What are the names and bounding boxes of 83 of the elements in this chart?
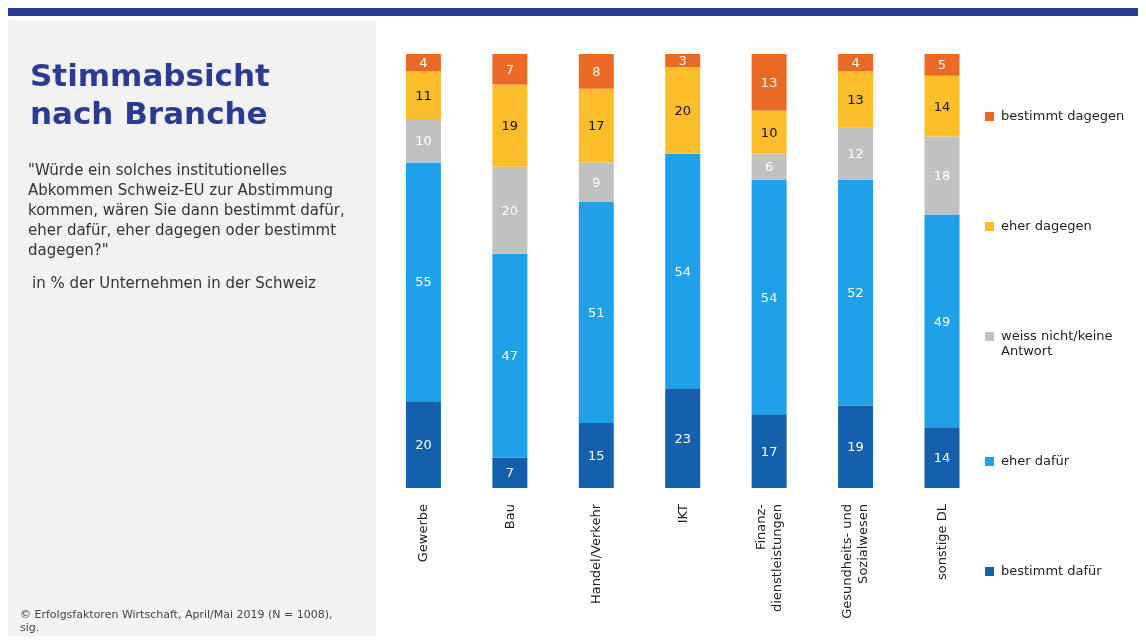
bar — [578, 162, 614, 202]
data-label: 14 — [933, 98, 951, 114]
data-label: 17 — [760, 443, 778, 459]
data-label: 12 — [847, 146, 864, 162]
bar — [924, 214, 960, 428]
legend-label: weiss nicht/keine Antwort — [1001, 328, 1114, 358]
bar — [838, 405, 874, 488]
bar — [492, 253, 528, 458]
bar — [838, 127, 874, 180]
data-label: 54 — [674, 263, 691, 279]
data-label: 3 — [678, 53, 687, 69]
data-label: 10 — [415, 133, 432, 149]
bar — [665, 67, 701, 154]
data-label: 20 — [501, 202, 519, 218]
legend-label: eher dafür — [1001, 453, 1070, 468]
x-tick-label: IKT — [674, 503, 690, 524]
data-label: 9 — [592, 174, 601, 190]
data-label: 23 — [674, 430, 691, 446]
bar — [405, 401, 441, 488]
x-tick-label: sonstige DL — [933, 503, 949, 581]
data-label: 18 — [933, 168, 951, 184]
data-label: 7 — [505, 61, 514, 77]
x-tick-label: Handel/Verkehr — [588, 503, 604, 605]
bar — [492, 54, 528, 85]
data-label: 14 — [933, 450, 951, 466]
bar — [924, 54, 960, 76]
data-label: 20 — [674, 103, 691, 119]
bar — [751, 179, 787, 415]
data-label: 13 — [760, 74, 778, 90]
legend-label: eher dagegen — [1001, 218, 1092, 233]
legend-label: bestimmt dafür — [1001, 563, 1102, 578]
data-label: 8 — [592, 63, 601, 79]
data-label: 15 — [588, 448, 605, 464]
bar — [924, 75, 960, 137]
data-label: 17 — [588, 118, 605, 134]
x-tick-label: Bau — [501, 504, 517, 530]
bar — [838, 54, 874, 72]
text: in % der Unternehmen in der Schweiz — [32, 274, 317, 292]
bar — [405, 162, 441, 402]
x-tick-label: Finanz- dienstleistungen — [752, 503, 784, 613]
bar — [405, 71, 441, 120]
data-label: 47 — [501, 348, 519, 364]
data-label: 54 — [760, 289, 778, 305]
data-label: 55 — [415, 274, 432, 290]
bar — [578, 201, 614, 423]
data-label: 4 — [851, 55, 860, 71]
data-label: 13 — [847, 92, 864, 108]
data-label: 11 — [415, 87, 432, 103]
bar — [405, 54, 441, 72]
bar — [665, 153, 701, 389]
data-label: 4 — [419, 55, 428, 71]
bar — [751, 110, 787, 154]
bar — [665, 54, 701, 68]
bar — [665, 388, 701, 488]
bar — [924, 136, 960, 215]
legend-label: bestimmt dagegen — [1001, 108, 1125, 123]
data-label: 19 — [501, 118, 519, 134]
data-label: 7 — [505, 465, 514, 481]
bar — [578, 54, 614, 89]
bar — [838, 71, 874, 128]
bar — [405, 119, 441, 163]
bar — [751, 153, 787, 180]
data-label: 19 — [847, 439, 864, 455]
data-label: 51 — [588, 304, 605, 320]
text: "Würde ein solches institutionelles Abkommen Schweiz-EU zur Abstimmung kommen, wären Sie dann bestimmt dafür, eher dafür, eher dagegen oder bestimmt dagegen?" — [28, 160, 346, 260]
bar — [751, 54, 787, 111]
bar — [492, 166, 528, 254]
data-label: 20 — [415, 437, 432, 453]
x-tick-label: Gewerbe — [415, 504, 431, 563]
bar — [492, 84, 528, 167]
bar — [492, 457, 528, 488]
text: © Erfolgsfaktoren Wirtschaft, April/Mai 2019 (N = 1008), sig. — [20, 608, 334, 634]
bar — [838, 179, 874, 406]
data-label: 10 — [760, 124, 778, 140]
bar — [751, 414, 787, 488]
bar — [578, 422, 614, 488]
bar — [924, 427, 960, 488]
data-label: 49 — [933, 313, 951, 329]
data-label: 6 — [765, 159, 774, 175]
bar — [578, 88, 614, 163]
data-label: 5 — [937, 57, 947, 73]
text: Stimmabsicht nach Branche — [30, 56, 271, 132]
data-label: 52 — [847, 285, 864, 301]
